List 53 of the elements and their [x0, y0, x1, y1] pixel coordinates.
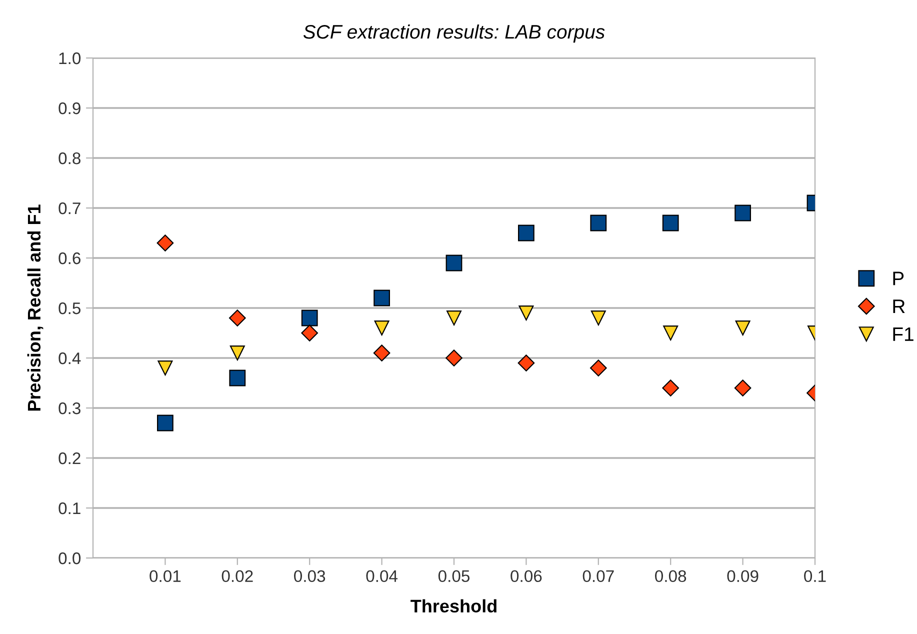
point: [735, 320, 750, 336]
point: [518, 354, 535, 372]
chart-title: SCF extraction results: LAB corpus: [303, 24, 605, 43]
point: [662, 380, 680, 396]
point: [156, 234, 174, 252]
y-tick-label: 0.3: [58, 402, 80, 414]
y-tick-label: 0.7: [58, 202, 80, 214]
point: [663, 326, 678, 340]
legend-label: P: [893, 272, 904, 286]
point: [228, 310, 246, 326]
x-tick-label: 0.07: [582, 570, 614, 582]
point: [518, 306, 534, 320]
x-tick-label: 0.01: [150, 570, 181, 582]
point: [301, 310, 318, 326]
point: [590, 214, 607, 232]
point: [590, 310, 606, 326]
y-tick-label: 0.6: [58, 252, 80, 264]
point: [158, 360, 173, 376]
point: [734, 204, 751, 222]
point: [446, 254, 462, 272]
point: [734, 380, 752, 396]
x-tick-label: 0.09: [727, 570, 758, 582]
y-tick-label: 0.5: [58, 302, 80, 314]
point: [590, 360, 607, 376]
y-axis-title: Precision, Recall and F1: [27, 204, 44, 411]
x-tick-label: 0.04: [366, 570, 398, 582]
legend-label: R: [893, 300, 905, 314]
y-tick-label: 0.0: [58, 552, 81, 564]
y-tick-label: 0.2: [58, 452, 80, 464]
point: [518, 224, 534, 242]
x-tick-label: 0.02: [222, 570, 253, 582]
y-tick-label: 0.9: [58, 102, 80, 114]
legend-label: F1: [893, 328, 914, 341]
x-tick-label: 0.06: [510, 570, 542, 582]
point: [301, 324, 318, 342]
x-axis-title: Threshold: [410, 599, 496, 612]
x-tick-label: 0.08: [655, 570, 686, 582]
point: [374, 290, 390, 306]
y-tick-label: 0.1: [58, 502, 80, 514]
point: [157, 414, 174, 432]
point: [446, 350, 462, 366]
y-tick-label: 1.0: [59, 52, 81, 64]
point: [446, 310, 462, 326]
point: [373, 344, 390, 362]
point: [230, 346, 245, 360]
x-tick-label: 0.03: [294, 570, 326, 582]
y-tick-label: 0.8: [58, 152, 80, 164]
point: [374, 320, 390, 336]
point: [662, 214, 679, 232]
x-tick-label: 0.1: [804, 570, 826, 582]
y-tick-label: 0.4: [58, 352, 81, 364]
x-tick-label: 0.05: [438, 570, 470, 582]
point: [229, 370, 246, 386]
